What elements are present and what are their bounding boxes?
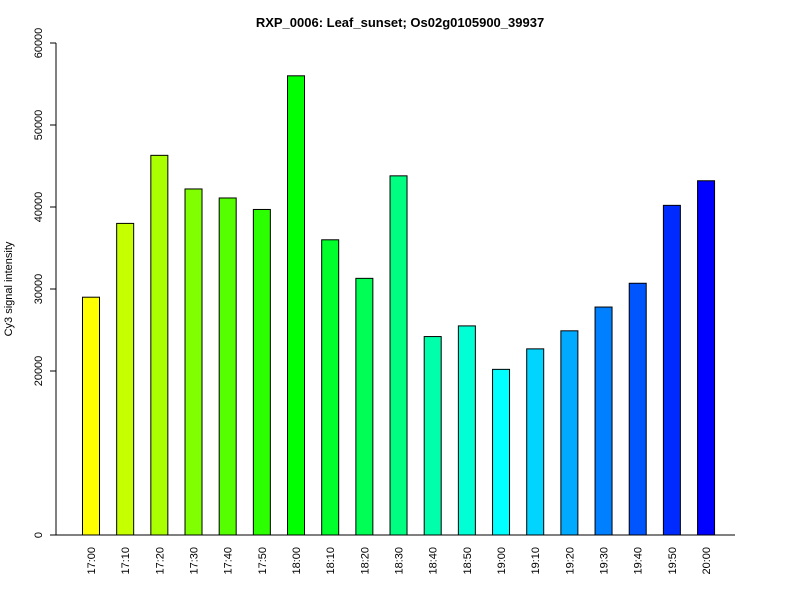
x-tick-label: 17:30 (189, 547, 201, 575)
y-axis-label: Cy3 signal intensity (3, 241, 15, 336)
bar-1730 (184, 188, 203, 536)
x-tick-label: 19:30 (599, 547, 611, 575)
x-tick-label: 18:50 (462, 547, 474, 575)
bar-2000 (697, 180, 716, 536)
x-tick-labels: 17:00 17:10 17:20 17:30 17:40 17:50 18:00 18:10… (86, 547, 713, 575)
y-tick-label: 30000 (33, 274, 45, 305)
x-tick-label: 19:50 (667, 547, 679, 575)
bar-1710 (116, 222, 135, 536)
y-tick-label: 60000 (33, 28, 45, 59)
chart-title: RXP_0006: Leaf_sunset; Os02g0105900_3993… (256, 15, 544, 30)
y-tick-label: 20000 (33, 356, 45, 387)
x-tick-label: 19:10 (530, 547, 542, 575)
x-tick-label: 17:20 (154, 547, 166, 575)
x-tick-label: 19:20 (564, 547, 576, 575)
bar-1940 (628, 282, 647, 536)
x-tick-label: 18:30 (394, 547, 406, 575)
bar-1720 (150, 154, 169, 536)
bar-1810 (321, 239, 340, 536)
bar-1910 (526, 348, 545, 536)
bar-1950 (662, 204, 681, 536)
x-tick-label: 17:00 (86, 547, 98, 575)
x-tick-label: 17:50 (257, 547, 269, 575)
bar-1800 (287, 75, 306, 536)
bar-1840 (423, 336, 442, 536)
x-tick-label: 18:00 (291, 547, 303, 575)
bars (82, 75, 716, 536)
bar-1930 (594, 306, 613, 536)
bar-1820 (355, 277, 374, 536)
x-tick-label: 18:20 (359, 547, 371, 575)
x-tick-label: 18:10 (325, 547, 337, 575)
bar-1740 (218, 197, 237, 536)
x-tick-label: 17:10 (120, 547, 132, 575)
bar-1700 (82, 296, 100, 536)
x-tick-label: 18:40 (428, 547, 440, 575)
y-tick-label: 0 (33, 532, 45, 538)
bar-1900 (492, 368, 511, 536)
y-tick-label: 40000 (33, 192, 45, 223)
bar-1750 (252, 208, 271, 536)
bar-1850 (457, 325, 476, 536)
x-tick-label: 17:40 (223, 547, 235, 575)
x-tick-label: 19:00 (496, 547, 508, 575)
bar-1830 (389, 175, 408, 536)
bar-1920 (560, 330, 579, 536)
y-ticks: 0 20000 30000 40000 50000 60000 (33, 28, 56, 538)
x-tick-label: 19:40 (633, 547, 645, 575)
y-tick-label: 50000 (33, 110, 45, 141)
x-tick-label: 20:00 (701, 547, 713, 575)
